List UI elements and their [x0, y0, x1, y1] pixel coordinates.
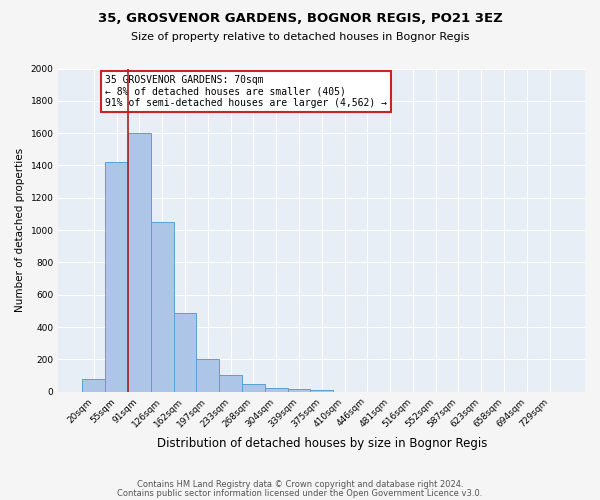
Text: Contains public sector information licensed under the Open Government Licence v3: Contains public sector information licen… — [118, 489, 482, 498]
Bar — [287, 390, 310, 392]
Text: 35, GROSVENOR GARDENS, BOGNOR REGIS, PO21 3EZ: 35, GROSVENOR GARDENS, BOGNOR REGIS, PO2… — [98, 12, 502, 26]
Text: 35 GROSVENOR GARDENS: 70sqm
← 8% of detached houses are smaller (405)
91% of sem: 35 GROSVENOR GARDENS: 70sqm ← 8% of deta… — [105, 75, 387, 108]
Bar — [173, 312, 196, 392]
Bar — [151, 222, 173, 392]
Bar — [242, 384, 265, 392]
Text: Contains HM Land Registry data © Crown copyright and database right 2024.: Contains HM Land Registry data © Crown c… — [137, 480, 463, 489]
X-axis label: Distribution of detached houses by size in Bognor Regis: Distribution of detached houses by size … — [157, 437, 487, 450]
Bar — [128, 133, 151, 392]
Bar — [82, 379, 105, 392]
Bar — [196, 358, 219, 392]
Bar — [310, 390, 333, 392]
Bar — [105, 162, 128, 392]
Y-axis label: Number of detached properties: Number of detached properties — [15, 148, 25, 312]
Bar — [219, 375, 242, 392]
Bar — [265, 388, 287, 392]
Text: Size of property relative to detached houses in Bognor Regis: Size of property relative to detached ho… — [131, 32, 469, 42]
